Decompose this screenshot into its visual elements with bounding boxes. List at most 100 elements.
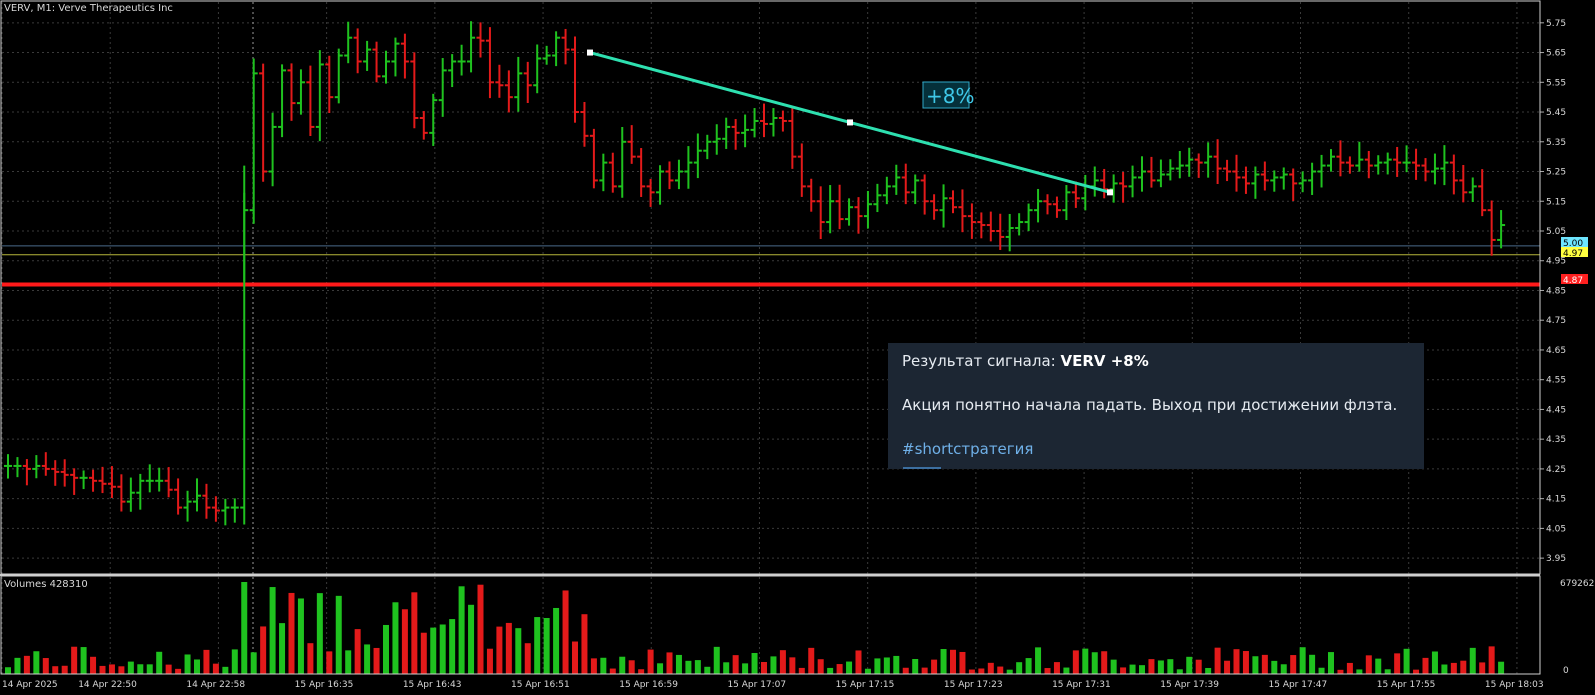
axes: 5.75 5.65 5.55 5.45 5.35 5.25 5.15 5.05 4.95 4.85… — [0, 0, 1566, 690]
volume-bar — [184, 654, 191, 674]
volume-bar — [808, 647, 815, 674]
ohlc-bar — [693, 133, 702, 179]
ohlc-bar — [1279, 167, 1288, 190]
volume-bar — [316, 593, 323, 674]
volume-bar — [5, 667, 11, 674]
ohlc-bar — [1336, 140, 1345, 177]
y-tick-label: 4.45 — [1546, 405, 1566, 415]
volume-bar — [80, 647, 87, 674]
ohlc-bar — [382, 50, 390, 84]
ohlc-bar — [523, 61, 532, 104]
ohlc-bar — [13, 457, 22, 478]
window-title: VERV, M1: Verve Therapeutics Inc — [4, 3, 173, 14]
ohlc-bar — [1449, 154, 1458, 195]
ohlc-bar — [79, 470, 88, 490]
y-tick-label: 4.55 — [1546, 376, 1566, 386]
volume-bar — [798, 667, 805, 674]
ohlc-bar — [892, 164, 901, 195]
volume-bar — [600, 657, 607, 674]
ohlc-bar — [211, 496, 220, 522]
volume-bar — [1129, 664, 1136, 674]
y-tick-label: 5.65 — [1546, 49, 1566, 59]
volume-bar — [108, 664, 115, 674]
trendline[interactable] — [587, 49, 1113, 196]
ohlc-bar — [1213, 139, 1222, 184]
signal-message-title-prefix: Результат сигнала: — [902, 352, 1061, 370]
ohlc-bar — [1175, 150, 1184, 179]
volume-bar — [430, 627, 437, 674]
price-tag-ask-label: 4.97 — [1563, 249, 1583, 259]
ohlc-bar — [552, 31, 561, 67]
ohlc-bar — [51, 460, 60, 486]
ohlc-bar — [1308, 162, 1317, 195]
ohlc-bar — [996, 213, 1005, 250]
volume-bar — [468, 604, 475, 674]
ohlc-bar — [656, 165, 665, 205]
y-tick-label: 3.95 — [1546, 554, 1566, 564]
volume-bar — [883, 657, 890, 674]
volume-bar — [203, 649, 210, 674]
volume-bar — [297, 598, 304, 674]
ohlc-bar — [315, 50, 324, 142]
ohlc-bar — [618, 127, 627, 198]
ohlc-bar — [608, 152, 617, 193]
volume-bar — [1346, 662, 1353, 674]
y-tick-label: 5.75 — [1546, 19, 1566, 29]
ohlc-bar — [1043, 194, 1052, 215]
hashtag-underline — [903, 467, 941, 469]
x-tick-label: 15 Apr 16:51 — [511, 680, 570, 690]
volume-bar — [1309, 654, 1316, 674]
volume-bar — [61, 665, 68, 674]
ohlc-bar — [589, 128, 598, 189]
volume-bar — [307, 643, 314, 674]
ohlc-bar — [930, 194, 939, 220]
volume-bar — [335, 595, 342, 674]
trendline-handle — [1107, 189, 1113, 196]
volume-bar — [1035, 647, 1042, 674]
volume-bar — [1176, 669, 1183, 674]
ohlc-bar — [32, 455, 41, 479]
volume-bar — [1394, 653, 1401, 674]
x-tick-label: 14 Apr 22:58 — [186, 680, 245, 690]
x-tick-label: 14 Apr 2025 — [2, 680, 58, 690]
y-tick-label: 4.15 — [1546, 495, 1566, 505]
ohlc-bar — [1374, 155, 1383, 175]
ohlc-bar — [1128, 165, 1137, 198]
volume-bar — [99, 665, 106, 674]
volume-bar — [165, 664, 172, 674]
volume-bar — [194, 659, 200, 674]
x-tick-label: 15 Apr 16:35 — [295, 680, 354, 690]
volume-bar — [694, 660, 701, 674]
volume-bar — [779, 650, 786, 674]
ohlc-bar — [1156, 159, 1165, 188]
signal-message-body: Акция понятно начала падать. Выход при д… — [902, 396, 1398, 414]
ohlc-bar — [1440, 145, 1449, 186]
volume-bar — [836, 664, 843, 674]
ohlc-bar — [731, 119, 740, 150]
ohlc-bar — [438, 58, 447, 117]
x-tick-label: 15 Apr 17:47 — [1269, 680, 1328, 690]
volume-bar — [732, 655, 739, 674]
volume-bar — [609, 668, 616, 674]
ohlc-bar — [826, 185, 835, 234]
volume-bar — [940, 649, 947, 674]
volume-bar — [1498, 661, 1505, 674]
percent-annotation[interactable]: +8% — [922, 81, 975, 109]
volume-bar — [71, 646, 78, 674]
volume-bar — [1006, 669, 1013, 674]
price-tag-ask — [1561, 247, 1588, 257]
ohlc-bar — [674, 159, 683, 190]
ohlc-bar — [1194, 153, 1203, 178]
volume-bars — [5, 582, 1505, 674]
ohlc-bar — [1327, 149, 1335, 172]
volume-bar — [590, 658, 597, 674]
volume-bar — [1233, 649, 1240, 674]
volume-bar — [761, 661, 767, 674]
ohlc-bar — [571, 36, 579, 123]
volume-bar — [486, 648, 493, 674]
volume-bar — [1148, 659, 1155, 674]
volume-bar — [902, 667, 909, 674]
signal-message-hashtag[interactable]: #shortстратегия — [902, 440, 1034, 458]
ohlc-bar — [174, 478, 183, 515]
